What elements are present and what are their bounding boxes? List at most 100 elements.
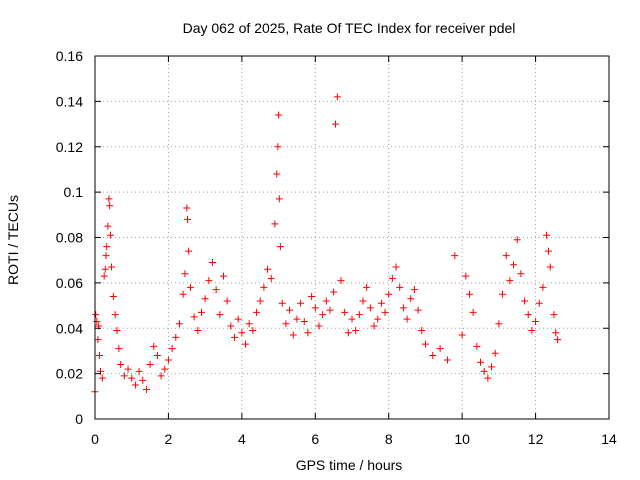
data-point xyxy=(242,340,250,348)
data-point xyxy=(330,288,338,296)
data-point xyxy=(477,358,484,366)
x-tick-label: 0 xyxy=(91,431,99,447)
data-point xyxy=(260,283,268,291)
data-point xyxy=(105,195,113,203)
data-point xyxy=(92,311,100,319)
y-tick-label: 0.12 xyxy=(56,139,83,155)
chart-title: Day 062 of 2025, Rate Of TEC Index for r… xyxy=(183,20,516,36)
data-point xyxy=(341,308,349,316)
data-point xyxy=(276,243,284,251)
data-point xyxy=(436,345,444,353)
data-point xyxy=(273,170,281,178)
data-point xyxy=(278,299,286,307)
data-point xyxy=(194,327,202,335)
data-point xyxy=(377,299,385,307)
data-point xyxy=(100,272,108,280)
data-point xyxy=(208,258,216,266)
data-point xyxy=(168,345,176,353)
data-point xyxy=(451,252,459,260)
data-point xyxy=(480,367,488,375)
data-point xyxy=(315,322,323,330)
data-point xyxy=(267,274,275,282)
data-point xyxy=(403,315,411,323)
data-point xyxy=(333,93,341,101)
x-axis-label: GPS time / hours xyxy=(296,457,403,473)
data-point xyxy=(183,204,191,212)
x-tick-label: 4 xyxy=(238,431,246,447)
data-point xyxy=(103,243,111,251)
data-point xyxy=(275,195,283,203)
data-point xyxy=(190,313,198,321)
data-point xyxy=(407,295,415,303)
data-point xyxy=(524,311,532,319)
x-tick-label: 12 xyxy=(528,431,544,447)
data-point xyxy=(293,315,301,323)
data-point xyxy=(157,372,165,380)
data-point xyxy=(554,336,562,344)
data-point xyxy=(185,247,193,255)
data-point xyxy=(253,308,261,316)
data-point xyxy=(234,315,242,323)
data-point xyxy=(300,317,308,325)
data-point xyxy=(546,263,554,271)
data-point xyxy=(488,363,496,371)
data-point xyxy=(414,306,422,314)
data-point xyxy=(388,274,396,282)
y-axis-label: ROTI / TECUs xyxy=(5,195,21,285)
data-point xyxy=(535,299,543,307)
data-point xyxy=(410,286,418,294)
data-point xyxy=(128,374,136,382)
data-point xyxy=(286,306,294,314)
data-point xyxy=(101,265,109,273)
data-point xyxy=(238,329,246,337)
data-point xyxy=(186,283,194,291)
x-tick-labels: 0 2 4 6 8 10 12 14 xyxy=(91,431,617,447)
x-tick-label: 8 xyxy=(385,431,393,447)
data-point xyxy=(113,327,121,335)
data-point xyxy=(443,356,451,364)
data-point xyxy=(421,340,429,348)
y-tick-label: 0.06 xyxy=(56,275,83,291)
data-point xyxy=(521,297,529,305)
data-point xyxy=(513,236,521,244)
data-point xyxy=(98,374,106,382)
data-point xyxy=(495,320,503,328)
data-point xyxy=(348,315,356,323)
data-point xyxy=(256,297,264,305)
data-point xyxy=(550,311,558,319)
y-tick-label: 0.08 xyxy=(56,230,83,246)
data-point xyxy=(172,333,180,341)
data-point xyxy=(326,306,334,314)
data-point xyxy=(355,311,363,319)
data-point xyxy=(181,270,189,278)
data-point xyxy=(184,215,192,223)
data-point xyxy=(297,299,305,307)
data-point xyxy=(381,308,389,316)
data-point xyxy=(179,290,187,298)
x-tick-label: 10 xyxy=(454,431,470,447)
x-tick-label: 6 xyxy=(311,431,319,447)
data-point xyxy=(458,331,466,339)
data-point xyxy=(108,263,116,271)
data-point xyxy=(322,297,330,305)
data-point xyxy=(510,261,518,269)
data-point xyxy=(231,333,239,341)
data-point xyxy=(363,283,371,291)
data-point xyxy=(161,365,169,373)
scatter-points xyxy=(91,93,562,396)
data-point xyxy=(146,361,154,369)
data-point xyxy=(539,283,547,291)
data-point xyxy=(532,317,540,325)
data-point xyxy=(304,329,312,337)
data-point xyxy=(517,270,525,278)
data-point xyxy=(93,317,101,325)
data-point xyxy=(142,386,150,394)
data-point xyxy=(429,351,437,359)
data-point xyxy=(106,202,114,210)
x-tick-label: 2 xyxy=(165,431,173,447)
data-point xyxy=(469,308,477,316)
data-point xyxy=(205,277,213,285)
data-point xyxy=(374,315,382,323)
data-point xyxy=(220,272,227,280)
